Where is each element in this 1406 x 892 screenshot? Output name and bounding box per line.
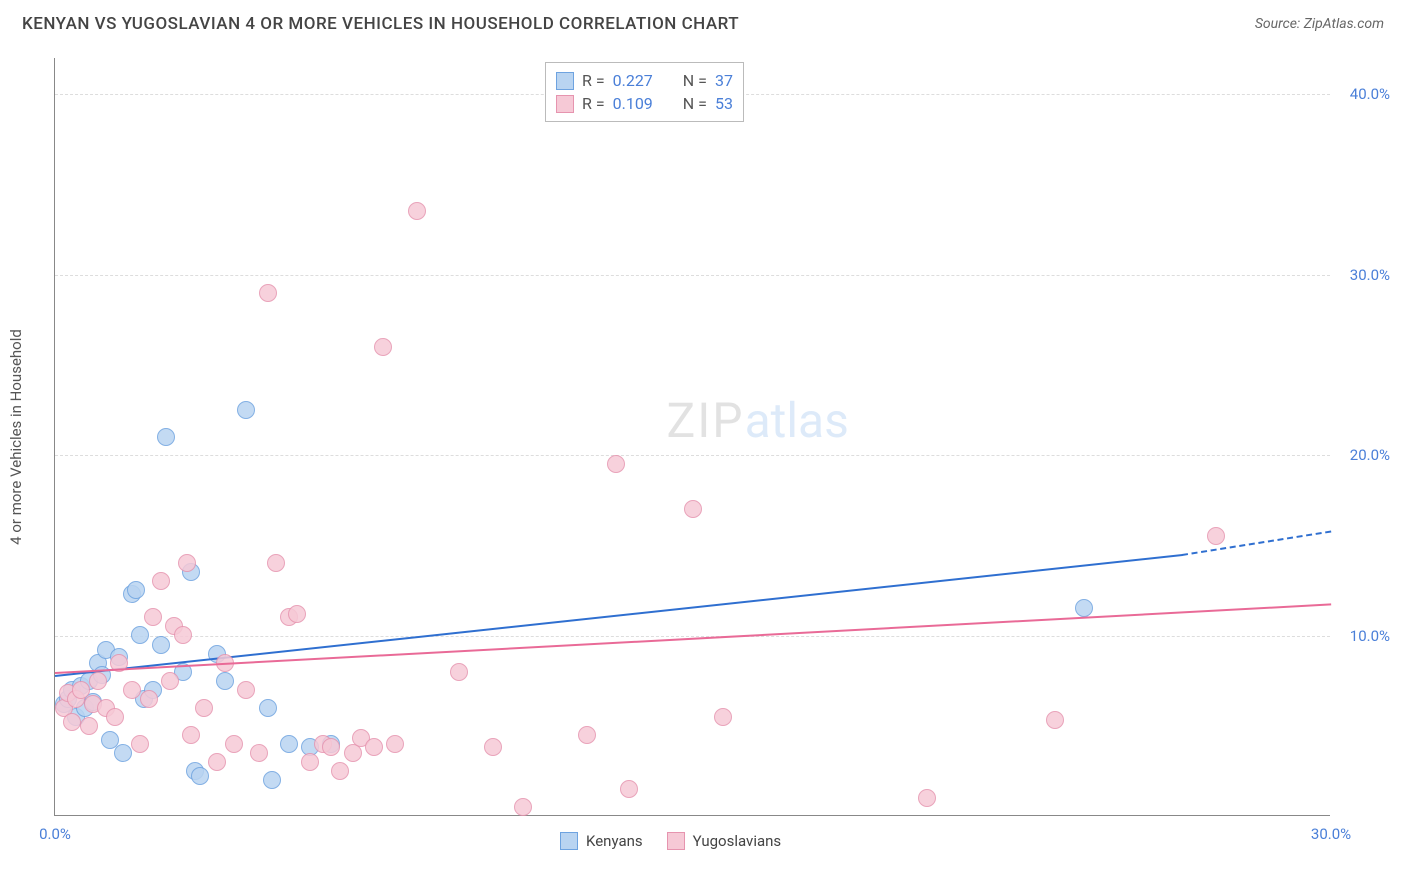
data-point	[161, 672, 179, 690]
data-point	[89, 672, 107, 690]
data-point	[195, 699, 213, 717]
data-point	[182, 726, 200, 744]
gridline-h	[55, 636, 1330, 637]
data-point	[374, 338, 392, 356]
legend-swatch	[556, 72, 574, 90]
stat-n-value: 53	[715, 94, 733, 113]
data-point	[365, 738, 383, 756]
data-point	[408, 202, 426, 220]
legend-series-item: Kenyans	[560, 832, 643, 850]
data-point	[216, 672, 234, 690]
data-point	[267, 554, 285, 572]
y-axis-label: 4 or more Vehicles in Household	[7, 329, 25, 545]
legend-stat-row: R = 0.109 N = 53	[556, 92, 733, 115]
data-point	[131, 735, 149, 753]
legend-swatch	[560, 832, 578, 850]
chart-source: Source: ZipAtlas.com	[1255, 16, 1384, 32]
data-point	[131, 626, 149, 644]
data-point	[140, 690, 158, 708]
data-point	[684, 500, 702, 518]
data-point	[607, 455, 625, 473]
data-point	[152, 636, 170, 654]
gridline-h	[55, 455, 1330, 456]
data-point	[114, 744, 132, 762]
legend-stats: R = 0.227 N = 37 R = 0.109 N = 53	[545, 62, 744, 122]
data-point	[331, 762, 349, 780]
data-point	[237, 681, 255, 699]
data-point	[450, 663, 468, 681]
data-point	[322, 738, 340, 756]
data-point	[1207, 527, 1225, 545]
data-point	[578, 726, 596, 744]
data-point	[178, 554, 196, 572]
data-point	[63, 713, 81, 731]
chart-header: KENYAN VS YUGOSLAVIAN 4 OR MORE VEHICLES…	[0, 0, 1406, 44]
xtick-label: 30.0%	[1311, 825, 1351, 843]
legend-swatch	[556, 95, 574, 113]
plot-area: 10.0%20.0%30.0%40.0%0.0%30.0%	[54, 58, 1330, 816]
ytick-label: 10.0%	[1350, 627, 1390, 645]
data-point	[225, 735, 243, 753]
gridline-h	[55, 275, 1330, 276]
stat-n-label: N =	[683, 71, 707, 90]
data-point	[157, 428, 175, 446]
data-point	[714, 708, 732, 726]
ytick-label: 40.0%	[1350, 85, 1390, 103]
stat-r-value: 0.109	[613, 94, 653, 113]
source-prefix: Source:	[1255, 16, 1304, 32]
stat-n-label: N =	[683, 94, 707, 113]
data-point	[918, 789, 936, 807]
data-point	[80, 717, 98, 735]
chart-title: KENYAN VS YUGOSLAVIAN 4 OR MORE VEHICLES…	[22, 14, 739, 34]
stat-r-value: 0.227	[613, 71, 653, 90]
data-point	[123, 681, 141, 699]
legend-swatch	[667, 832, 685, 850]
data-point	[386, 735, 404, 753]
ytick-label: 30.0%	[1350, 266, 1390, 284]
regression-line	[55, 603, 1331, 674]
data-point	[280, 735, 298, 753]
data-point	[106, 708, 124, 726]
data-point	[263, 771, 281, 789]
legend-series-label: Kenyans	[586, 832, 643, 850]
data-point	[237, 401, 255, 419]
data-point	[620, 780, 638, 798]
stat-r-label: R =	[582, 71, 605, 90]
data-point	[259, 284, 277, 302]
data-point	[1046, 711, 1064, 729]
data-point	[174, 626, 192, 644]
data-point	[152, 572, 170, 590]
source-name: ZipAtlas.com	[1304, 16, 1384, 32]
data-point	[250, 744, 268, 762]
data-point	[208, 753, 226, 771]
data-point	[127, 581, 145, 599]
stat-n-value: 37	[715, 71, 733, 90]
legend-series: Kenyans Yugoslavians	[560, 832, 781, 850]
data-point	[301, 753, 319, 771]
data-point	[191, 767, 209, 785]
data-point	[288, 605, 306, 623]
legend-stat-row: R = 0.227 N = 37	[556, 69, 733, 92]
xtick-label: 0.0%	[39, 825, 71, 843]
legend-series-label: Yugoslavians	[693, 832, 782, 850]
regression-line	[1182, 531, 1331, 556]
legend-series-item: Yugoslavians	[667, 832, 782, 850]
data-point	[1075, 599, 1093, 617]
data-point	[259, 699, 277, 717]
ytick-label: 20.0%	[1350, 446, 1390, 464]
data-point	[144, 608, 162, 626]
data-point	[514, 798, 532, 816]
data-point	[484, 738, 502, 756]
stat-r-label: R =	[582, 94, 605, 113]
